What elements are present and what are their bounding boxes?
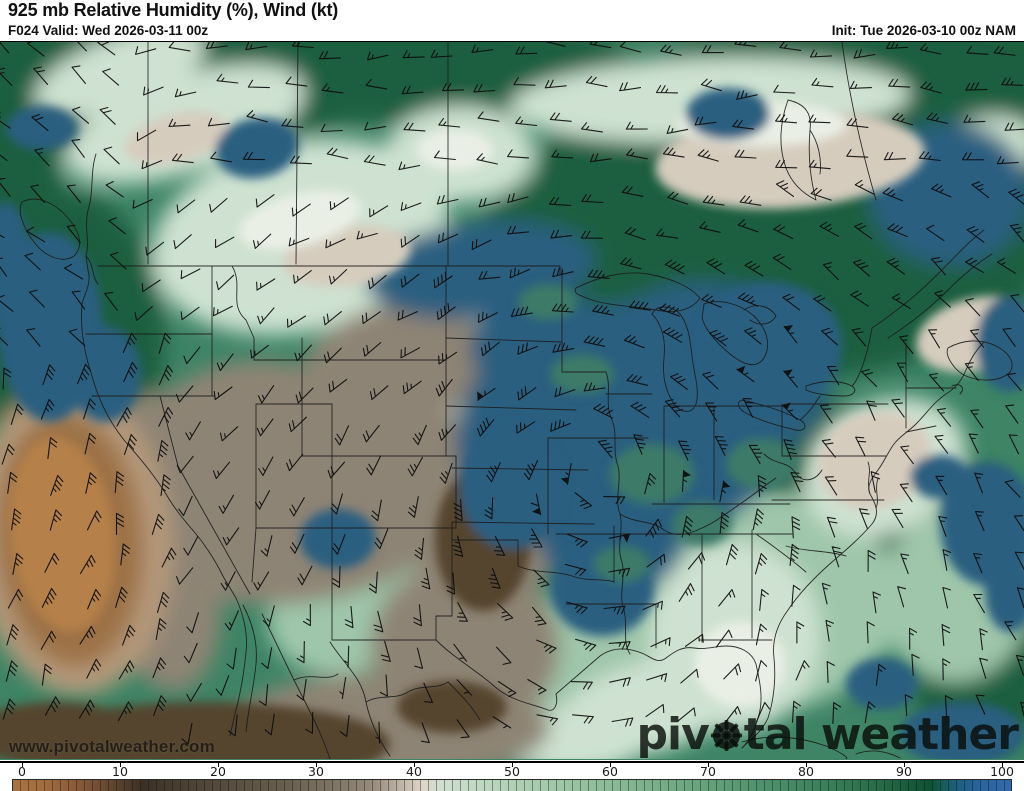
pivotal-weather-logo: piv tal weather <box>636 709 1019 760</box>
colorbar-tick-mark <box>904 763 905 767</box>
colorbar-tick-label: 90 <box>896 764 912 779</box>
logo-text-before: piv <box>636 709 710 760</box>
colorbar-tick-mark <box>120 763 121 767</box>
watermark-url: www.pivotalweather.com <box>9 737 215 756</box>
humidity-wind-map: www.pivotalweather.com piv tal weather <box>0 41 1024 760</box>
map-header: 925 mb Relative Humidity (%), Wind (kt) … <box>0 0 1024 41</box>
colorbar-tick-mark <box>218 763 219 767</box>
wind-barbs <box>0 42 1024 745</box>
colorbar-tick-label: 20 <box>210 764 226 779</box>
colorbar-tick-mark <box>1002 763 1003 767</box>
init-time-label: Init: Tue 2026-03-10 00z NAM <box>831 22 1016 38</box>
page-title: 925 mb Relative Humidity (%), Wind (kt) <box>8 0 339 20</box>
colorbar-tick-label: 100 <box>990 764 1014 779</box>
colorbar-tick-label: 10 <box>112 764 128 779</box>
colorbar-tick-label: 50 <box>504 764 520 779</box>
colorbar-tick-label: 0 <box>18 764 26 779</box>
logo-text-after: tal weather <box>743 709 1019 760</box>
valid-time-label: F024 Valid: Wed 2026-03-11 00z <box>8 22 209 38</box>
colorbar-tick-mark <box>22 763 23 767</box>
colorbar-tick-mark <box>610 763 611 767</box>
header-subrow: F024 Valid: Wed 2026-03-11 00z Init: Tue… <box>8 21 1016 39</box>
colorbar-tick-label: 60 <box>602 764 618 779</box>
humidity-map-svg <box>0 42 1024 759</box>
gear-icon <box>710 712 743 760</box>
colorbar-tick-mark <box>806 763 807 767</box>
colorbar-tick-mark <box>414 763 415 767</box>
colorbar-gradient <box>12 779 1012 791</box>
colorbar-tick-label: 30 <box>308 764 324 779</box>
colorbar-tick-label: 80 <box>798 764 814 779</box>
state-borders-coastlines <box>19 42 1013 759</box>
colorbar-tick-mark <box>316 763 317 767</box>
colorbar-tick-label: 70 <box>700 764 716 779</box>
colorbar-tick-label: 40 <box>406 764 422 779</box>
colorbar-scale: 0 10 20 30 40 50 60 70 80 90 100 <box>0 761 1024 791</box>
colorbar-tick-mark <box>708 763 709 767</box>
colorbar-tick-mark <box>512 763 513 767</box>
